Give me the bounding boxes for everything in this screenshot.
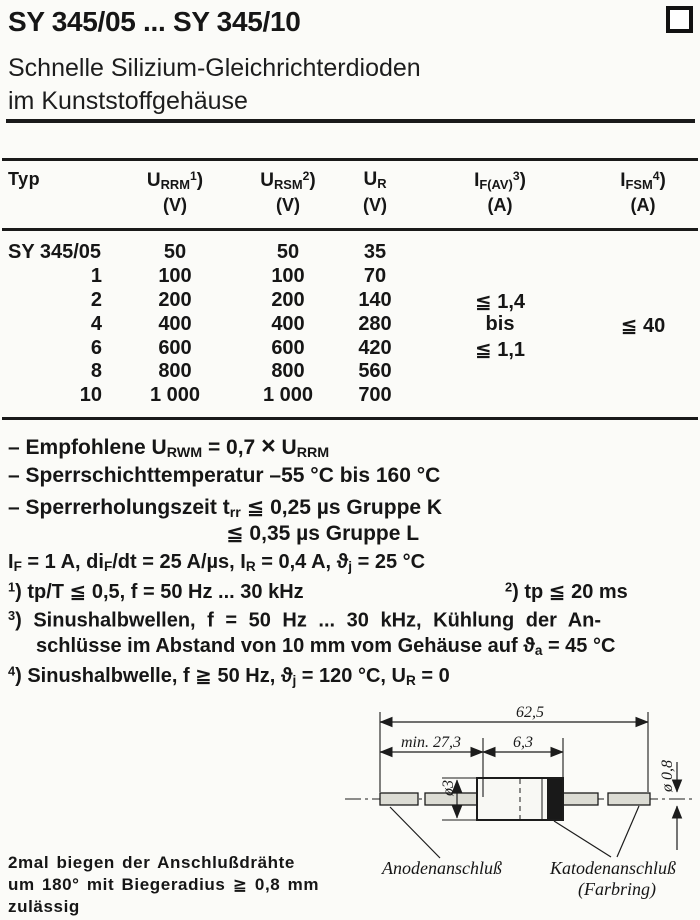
table-top-rule: [2, 158, 698, 161]
table-header-rule: [2, 228, 698, 231]
table-row-typ: 2: [90, 288, 102, 311]
table-cell: 100: [271, 264, 305, 287]
table-cell: [586, 360, 700, 384]
table-cell: ≦ 40: [620, 314, 666, 337]
table-cell: 800: [158, 360, 192, 383]
col-header-typ: Typ: [8, 169, 41, 189]
table-cell: 600: [158, 336, 192, 359]
note-reverse-recovery-l: ≦ 0,35 µs Gruppe L: [226, 522, 420, 545]
dim-label-lead-length: min. 27,3: [401, 734, 461, 751]
col-unit-ifav: (A): [487, 195, 513, 215]
dim-label-body-length: 6,3: [513, 734, 533, 751]
table-row-typ: 6: [90, 336, 102, 359]
leader-line-cathode-lead: [616, 805, 640, 858]
table-cell: 600: [271, 336, 305, 359]
table-cell: 800: [271, 360, 305, 383]
table-row-typ: SY 345/05: [8, 241, 102, 263]
table-cell: [414, 360, 586, 384]
lead-wire-right-inner: [562, 792, 599, 806]
table-row-typ: 10: [79, 384, 102, 407]
package-dimension-drawing: 62,5 min. 27,3 6,3 ø3 ø 0,8 Anodenanschl…: [345, 704, 695, 900]
table-cell: [414, 265, 586, 289]
table-cell: 420: [358, 336, 392, 359]
table-row-typ: 4: [90, 312, 102, 335]
col-unit-ursm: (V): [276, 195, 300, 215]
table-cell: 50: [276, 241, 300, 263]
lead-wire-left-outer: [379, 792, 419, 806]
table-cell: 140: [358, 288, 392, 311]
test-conditions: IF = 1 A, diF/dt = 25 A/µs, IR = 0,4 A, …: [8, 551, 426, 574]
subtitle-line-1: Schnelle Silizium-Gleichrichterdioden: [8, 54, 421, 82]
table-header: Typ URRM1) URSM2) UR IF(AV)3) IFSM4) (V)…: [0, 169, 700, 221]
bend-note-line-1: 2mal biegen der Anschlußdrähte: [8, 853, 295, 872]
note-reverse-recovery-k: – Sperrerholungszeit trr ≦ 0,25 µs Grupp…: [8, 496, 443, 522]
table-cell: [586, 384, 700, 408]
table-cell: 35: [363, 241, 387, 263]
lead-wire-right-outer: [607, 792, 651, 806]
table-cell: [586, 337, 700, 361]
table-cell: 280: [358, 312, 392, 335]
table-cell: 400: [158, 312, 192, 335]
col-header-spacer: [0, 195, 110, 221]
table-cell: 200: [271, 288, 305, 311]
table-cell: 200: [158, 288, 192, 311]
col-unit-ur: (V): [363, 195, 387, 215]
col-header-urrm: URRM1): [146, 169, 204, 192]
table-row-typ: 1: [90, 264, 102, 287]
table-cell: [414, 384, 586, 408]
leader-line-cathode-ring: [553, 820, 612, 858]
col-unit-ifsm: (A): [630, 195, 656, 215]
table-bottom-rule: [2, 417, 698, 420]
col-header-ur: UR: [363, 169, 387, 191]
footnote-1: 1) tp/T ≦ 0,5, f = 50 Hz ... 30 kHz: [8, 579, 304, 603]
bend-instruction-note: 2mal biegen der Anschlußdrähte um 180° m…: [8, 852, 319, 918]
table-cell: ≦ 1,4: [474, 290, 526, 313]
col-header-ursm: URSM2): [260, 169, 316, 192]
bend-note-line-3: zulässig: [8, 897, 80, 916]
table-cell: 100: [158, 264, 192, 287]
page-subtitle: Schnelle Silizium-Gleichrichterdioden im…: [8, 52, 421, 118]
table-cell: bis: [485, 312, 515, 335]
leader-line-anode: [389, 806, 441, 859]
footnote-4: 4) Sinushalbwelle, f ≧ 50 Hz, ϑj = 120 °…: [8, 663, 450, 688]
table-cell: 1 000: [262, 384, 314, 407]
table-cell: [586, 241, 700, 265]
dim-label-total-length: 62,5: [516, 704, 544, 721]
table-cell: ≦ 1,1: [474, 338, 526, 361]
note-recommended-urwm: – Empfohlene URWM = 0,7 × URRM: [8, 432, 330, 462]
divider-thick: [6, 119, 695, 123]
table-cell: 560: [358, 360, 392, 383]
table-cell: 700: [358, 384, 392, 407]
footnote-2: 2) tp ≦ 20 ms: [505, 579, 628, 603]
table-cell: 50: [163, 241, 187, 263]
page-title: SY 345/05 ... SY 345/10: [8, 6, 301, 37]
bend-note-line-2: um 180° mit Biegeradius ≧ 0,8 mm: [8, 875, 320, 894]
table-cell: 1 000: [149, 384, 201, 407]
corner-checkbox-mark: [666, 6, 693, 33]
label-anode-connection: Anodenanschluß: [381, 858, 502, 878]
col-header-ifav: IF(AV)3): [474, 169, 526, 192]
subtitle-line-2: im Kunststoffgehäuse: [8, 87, 248, 115]
cathode-color-ring: [547, 779, 562, 819]
dim-label-body-diameter: ø3: [440, 780, 457, 797]
footnote-3-line-1: 3) Sinushalbwellen, f = 50 Hz ... 30 kHz…: [8, 608, 602, 632]
table-cell: 400: [271, 312, 305, 335]
table-body: SY 345/05 50 50 35 1 100 100 70 2 200 20…: [0, 241, 700, 408]
col-unit-urrm: (V): [163, 195, 187, 215]
label-cathode-connection: Katodenanschluß: [549, 858, 676, 878]
label-cathode-color-ring: (Farbring): [578, 879, 656, 900]
col-header-ifsm: IFSM4): [620, 169, 666, 192]
note-junction-temperature: – Sperrschichttemperatur –55 °C bis 160 …: [8, 464, 441, 487]
table-cell: 70: [363, 264, 387, 287]
table-row-typ: 8: [90, 360, 102, 383]
table-cell: [586, 265, 700, 289]
dim-label-wire-diameter: ø 0,8: [659, 760, 676, 793]
table-cell: [586, 289, 700, 313]
table-cell: [414, 241, 586, 265]
footnote-3-line-2: schlüsse im Abstand von 10 mm vom Gehäus…: [36, 635, 616, 658]
